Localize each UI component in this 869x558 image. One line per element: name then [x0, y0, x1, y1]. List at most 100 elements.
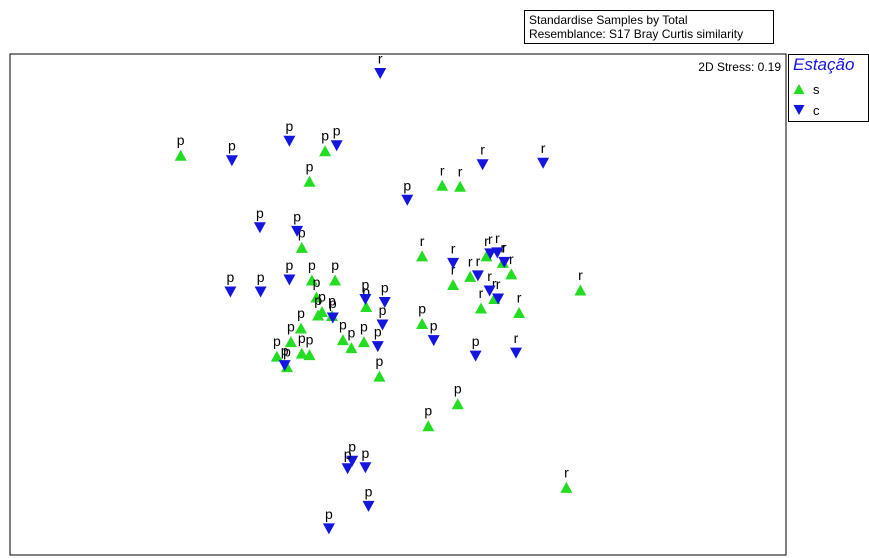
point-label-c-21: r: [451, 240, 456, 256]
point-label-s-22: p: [454, 381, 462, 397]
point-c-11: [283, 274, 296, 286]
point-label-s-36: r: [564, 464, 569, 480]
point-s-1: [319, 145, 332, 157]
point-c-5: [476, 159, 489, 171]
point-label-c-0: r: [378, 51, 383, 67]
point-c-8: [291, 225, 304, 237]
point-s-34: [513, 307, 526, 318]
point-label-s-26: r: [420, 233, 425, 249]
point-label-c-18: p: [430, 318, 438, 334]
point-label-s-8: p: [314, 292, 322, 308]
point-label-s-20: p: [376, 353, 384, 369]
point-s-16: [345, 342, 358, 354]
point-label-c-6: r: [541, 140, 546, 156]
point-label-c-3: p: [228, 138, 236, 154]
point-label-c-28: p: [348, 438, 356, 454]
point-c-10: [254, 286, 267, 298]
point-c-21: [447, 257, 460, 269]
point-label-c-13: p: [362, 277, 370, 293]
point-c-14: [378, 297, 391, 308]
point-label-c-15: p: [379, 302, 387, 318]
point-label-s-16: p: [348, 325, 356, 341]
point-label-s-1: p: [321, 128, 329, 144]
point-label-c-26: r: [487, 268, 492, 284]
legend-item-s: s: [793, 81, 820, 97]
point-c-27: [492, 293, 505, 305]
point-label-s-0: p: [177, 132, 185, 148]
point-c-9: [224, 286, 237, 298]
point-label-s-24: r: [440, 162, 445, 178]
point-c-23: [491, 247, 504, 259]
point-s-27: [447, 279, 460, 290]
point-s-3: [295, 241, 308, 253]
point-c-31: [362, 500, 375, 512]
point-s-18: [270, 350, 283, 362]
point-label-s-33: r: [479, 285, 484, 301]
points-layer: pppppppppppppppppppppppprrrrrrrrrrrrrrpp…: [174, 51, 587, 535]
legend-title: Estação: [793, 55, 855, 74]
point-s-14: [303, 349, 316, 361]
point-label-c-32: p: [325, 506, 333, 522]
point-label-s-2: p: [306, 158, 314, 174]
point-label-c-2: p: [333, 123, 341, 139]
point-label-s-21: p: [418, 301, 426, 317]
point-s-6: [310, 291, 323, 303]
point-c-25: [471, 270, 484, 282]
point-label-s-14: p: [306, 332, 314, 348]
point-label-s-7: p: [318, 289, 326, 305]
point-s-12: [284, 336, 297, 348]
point-label-c-25: r: [476, 253, 481, 269]
point-label-s-29: r: [484, 233, 489, 249]
point-c-0: [374, 68, 387, 79]
point-label-c-1: p: [286, 118, 294, 134]
point-label-c-20: r: [514, 330, 519, 346]
point-c-30: [359, 462, 372, 474]
point-c-4: [401, 194, 414, 206]
point-label-s-15: p: [339, 317, 347, 333]
point-label-c-12: p: [329, 295, 337, 311]
triangle-down-icon: [793, 105, 805, 115]
point-label-s-23: p: [424, 403, 432, 419]
point-label-s-27: r: [451, 262, 456, 278]
legend-item-c: c: [793, 102, 820, 118]
point-c-20: [510, 347, 522, 359]
point-label-s-5: p: [331, 257, 339, 273]
point-s-28: [464, 270, 477, 282]
point-s-33: [475, 302, 487, 314]
point-label-c-17: p: [281, 343, 289, 359]
point-label-s-10: p: [328, 293, 336, 309]
point-label-s-28: r: [468, 253, 473, 269]
point-label-c-8: p: [293, 208, 301, 224]
resemblance-text: Resemblance: S17 Bray Curtis similarity: [529, 27, 744, 41]
point-s-21: [416, 318, 429, 329]
point-c-15: [376, 319, 389, 331]
point-label-s-25: r: [458, 163, 463, 179]
analysis-info-box: Standardise Samples by Total Resemblance…: [524, 10, 774, 44]
point-s-4: [305, 274, 318, 286]
point-s-17: [357, 336, 370, 348]
point-s-24: [436, 179, 449, 191]
point-label-c-7: p: [256, 205, 264, 221]
point-label-c-22: r: [488, 231, 493, 247]
point-label-s-9: p: [362, 284, 370, 300]
point-c-1: [283, 135, 296, 147]
point-s-5: [329, 274, 342, 286]
point-label-c-23: r: [495, 230, 500, 246]
point-s-29: [480, 250, 493, 262]
point-s-23: [422, 420, 435, 432]
point-c-7: [253, 222, 266, 234]
point-c-13: [359, 294, 372, 305]
point-c-6: [537, 157, 550, 169]
point-s-15: [336, 334, 349, 346]
point-c-19: [469, 350, 482, 362]
point-s-13: [295, 347, 308, 359]
point-s-31: [505, 268, 518, 280]
point-s-26: [416, 250, 429, 262]
point-c-32: [322, 523, 335, 535]
point-label-s-32: r: [492, 276, 497, 292]
point-label-c-10: p: [257, 269, 265, 285]
point-s-25: [454, 180, 467, 192]
point-s-11: [295, 322, 307, 334]
point-label-s-17: p: [360, 319, 368, 335]
